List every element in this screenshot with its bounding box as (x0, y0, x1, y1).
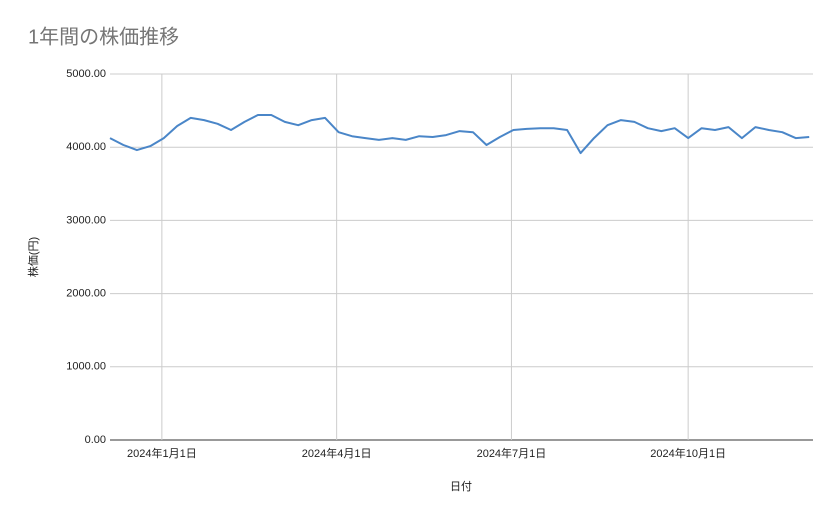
y-tick-label: 1000.00 (66, 361, 106, 373)
x-tick-label: 2024年1月1日 (127, 446, 197, 460)
y-tick-label: 4000.00 (66, 141, 106, 153)
x-tick-label: 2024年7月1日 (477, 446, 547, 460)
y-tick-label: 3000.00 (66, 214, 106, 226)
chart-title: 1年間の株価推移 (28, 25, 179, 48)
x-axis-title: 日付 (450, 480, 472, 493)
y-tick-label: 5000.00 (66, 68, 106, 80)
series-line (109, 114, 810, 155)
x-tick-label: 2024年4月1日 (302, 446, 372, 460)
y-tick-label: 0.00 (85, 434, 106, 446)
y-tick-label: 2000.00 (66, 288, 106, 300)
y-axis-title: 株価(円) (26, 237, 40, 277)
x-tick-label: 2024年10月1日 (650, 446, 726, 460)
